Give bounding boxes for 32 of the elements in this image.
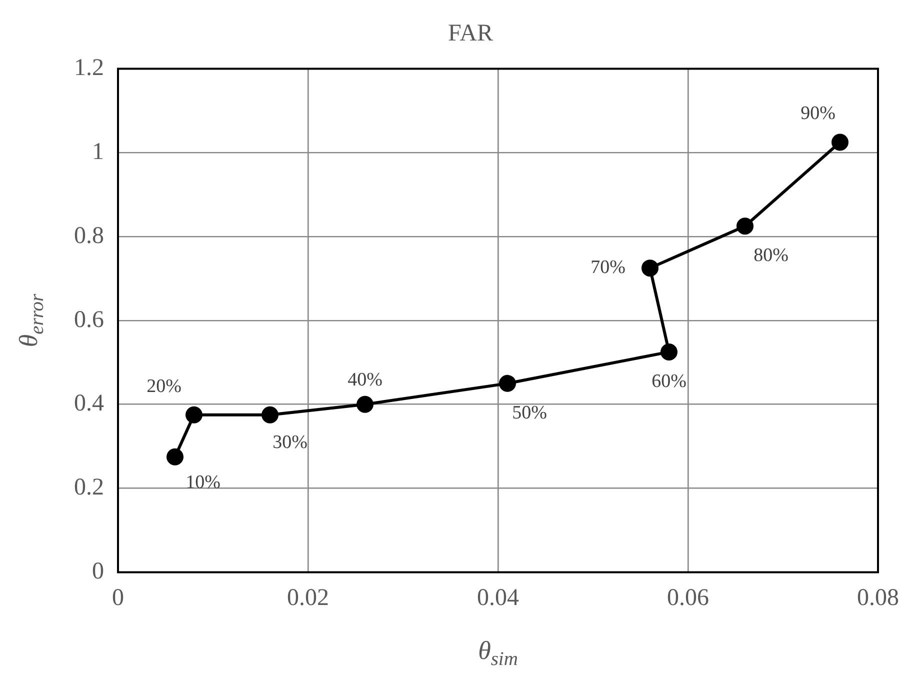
x-tick-label: 0.04 <box>477 584 519 611</box>
annotation: 70% <box>590 257 626 278</box>
y-tick-label: 0.4 <box>74 390 104 417</box>
x-tick-label: 0 <box>112 584 124 611</box>
point <box>660 343 678 360</box>
x-tick-label: 0.06 <box>667 584 709 611</box>
point <box>262 406 278 424</box>
chart-title: FAR <box>448 20 493 47</box>
x-tick-label: 0.02 <box>287 584 329 611</box>
annotation: 90% <box>800 103 836 124</box>
annotation: 60% <box>652 370 687 392</box>
point <box>832 134 848 151</box>
annotation: 20% <box>146 376 182 397</box>
y-tick-label: 0.2 <box>74 474 104 501</box>
point <box>642 260 658 277</box>
y-axis-title: θerror <box>14 293 48 348</box>
point <box>736 218 754 235</box>
point <box>186 406 202 424</box>
y-tick-label: 0.6 <box>74 306 104 333</box>
annotation: 30% <box>272 432 308 453</box>
point <box>166 448 184 466</box>
y-tick-label: 1 <box>92 138 104 165</box>
y-tick-label: 1.2 <box>74 55 104 82</box>
annotation: 40% <box>348 369 383 390</box>
point <box>356 396 374 413</box>
point <box>499 374 516 392</box>
annotation: 50% <box>512 402 548 424</box>
y-tick-label: 0.8 <box>74 222 104 249</box>
x-tick-label: 0.08 <box>857 584 899 611</box>
y-tick-label: 0 <box>92 558 104 584</box>
annotation: 10% <box>186 472 221 493</box>
annotation: 80% <box>754 245 789 266</box>
